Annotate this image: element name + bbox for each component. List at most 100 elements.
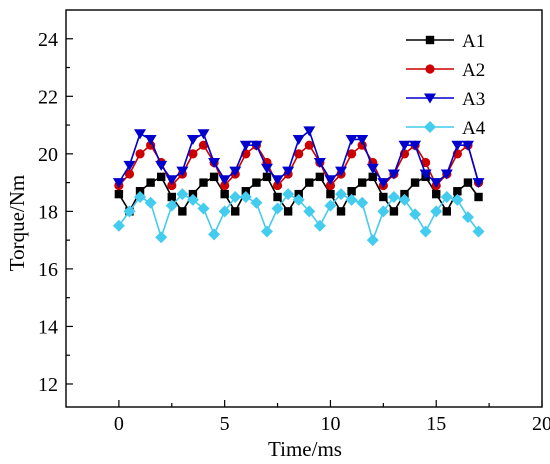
data-point-a4 — [430, 205, 443, 218]
data-point-a4 — [144, 196, 157, 209]
data-point-a4 — [260, 225, 273, 238]
data-point-a3 — [186, 134, 199, 145]
data-point-a1 — [114, 189, 124, 199]
data-point-a1 — [336, 207, 346, 216]
data-point-a4 — [176, 188, 189, 201]
axis-ticks: 0 5 10 15 20 12 14 16 18 20 22 24 — [38, 29, 550, 435]
data-point-a4 — [218, 205, 231, 218]
data-point-a4 — [313, 219, 326, 232]
x-tick-label: 0 — [114, 413, 124, 435]
legend-marker — [425, 35, 435, 45]
data-point-a3 — [303, 126, 316, 137]
series-layer — [112, 126, 485, 247]
data-point-a2 — [167, 180, 177, 191]
data-point-a4 — [461, 211, 474, 224]
data-point-a2 — [220, 180, 230, 191]
data-point-a1 — [220, 189, 229, 199]
data-point-a3 — [155, 160, 168, 171]
data-point-a3 — [144, 134, 157, 145]
data-point-a3 — [377, 178, 390, 189]
legend-label: A3 — [462, 89, 485, 110]
plot-border — [65, 9, 543, 408]
data-point-a1 — [283, 207, 293, 216]
data-point-a4 — [186, 193, 199, 206]
data-point-a4 — [377, 205, 390, 218]
data-point-a4 — [356, 196, 369, 209]
y-tick-label: 24 — [38, 29, 58, 51]
data-point-a1 — [157, 172, 166, 182]
legend-item-a1: A1 — [406, 31, 485, 52]
x-tick-label: 15 — [426, 413, 446, 435]
data-point-a4 — [292, 193, 305, 206]
data-point-a4 — [155, 231, 168, 244]
legend-marker — [424, 93, 436, 104]
y-tick-label: 20 — [38, 144, 58, 166]
data-point-a1 — [209, 172, 219, 182]
data-point-a2 — [135, 149, 145, 159]
data-point-a2 — [294, 149, 304, 159]
data-point-a2 — [347, 149, 357, 159]
data-point-a1 — [463, 178, 473, 187]
y-tick-label: 12 — [38, 374, 58, 396]
data-point-a1 — [442, 207, 451, 216]
data-point-a2 — [304, 140, 314, 150]
data-point-a2 — [272, 180, 283, 191]
data-point-a4 — [134, 190, 147, 203]
data-point-a1 — [262, 172, 272, 182]
data-point-a3 — [165, 175, 178, 186]
data-point-a1 — [410, 178, 420, 187]
y-tick-label: 22 — [38, 86, 58, 108]
legend-item-a2: A2 — [406, 60, 485, 81]
data-point-a3 — [419, 169, 432, 180]
data-point-a4 — [271, 202, 284, 215]
data-point-a1 — [231, 207, 240, 216]
data-point-a4 — [440, 190, 453, 203]
data-point-a3 — [292, 134, 305, 145]
data-point-a4 — [239, 190, 252, 203]
data-point-a1 — [432, 189, 441, 199]
legend: A1 A2 A3 A4 — [406, 31, 486, 139]
data-point-a3 — [313, 157, 326, 168]
data-point-a3 — [387, 169, 400, 180]
data-point-a1 — [178, 207, 187, 216]
data-point-a3 — [218, 175, 231, 186]
data-point-a1 — [474, 192, 483, 202]
data-point-a1 — [252, 178, 261, 187]
plot-frame — [65, 9, 543, 408]
data-point-a1 — [146, 178, 155, 187]
data-point-a4 — [112, 219, 125, 232]
data-point-a3 — [451, 140, 464, 151]
data-point-a3 — [430, 178, 443, 189]
data-point-a1 — [199, 178, 208, 187]
data-point-a3 — [335, 166, 348, 177]
data-point-a1 — [368, 172, 377, 182]
data-point-a3 — [197, 129, 210, 140]
data-point-a4 — [229, 190, 242, 203]
data-point-a3 — [229, 166, 242, 177]
data-point-a2 — [188, 149, 198, 159]
data-point-a4 — [419, 225, 432, 238]
y-axis-title: Torque/Nm — [5, 175, 29, 272]
data-point-a4 — [398, 193, 411, 206]
data-point-a3 — [208, 157, 221, 168]
data-point-a1 — [357, 178, 367, 187]
data-point-a4 — [335, 188, 348, 201]
data-point-a4 — [123, 205, 136, 218]
x-tick-label: 20 — [532, 413, 550, 435]
x-tick-label: 5 — [220, 413, 230, 435]
legend-marker — [425, 64, 435, 74]
data-point-a1 — [389, 207, 399, 216]
data-point-a3 — [324, 175, 337, 186]
data-point-a3 — [250, 140, 263, 151]
legend-marker — [424, 121, 436, 133]
data-point-a2 — [421, 157, 431, 168]
data-point-a2 — [198, 140, 209, 150]
data-point-a1 — [315, 172, 325, 182]
x-tick-label: 10 — [320, 413, 340, 435]
data-point-a2 — [325, 180, 336, 191]
data-point-a3 — [239, 140, 252, 151]
data-point-a4 — [366, 234, 379, 247]
series-a3 — [112, 126, 485, 189]
data-point-a3 — [409, 140, 422, 151]
data-point-a1 — [453, 187, 462, 196]
